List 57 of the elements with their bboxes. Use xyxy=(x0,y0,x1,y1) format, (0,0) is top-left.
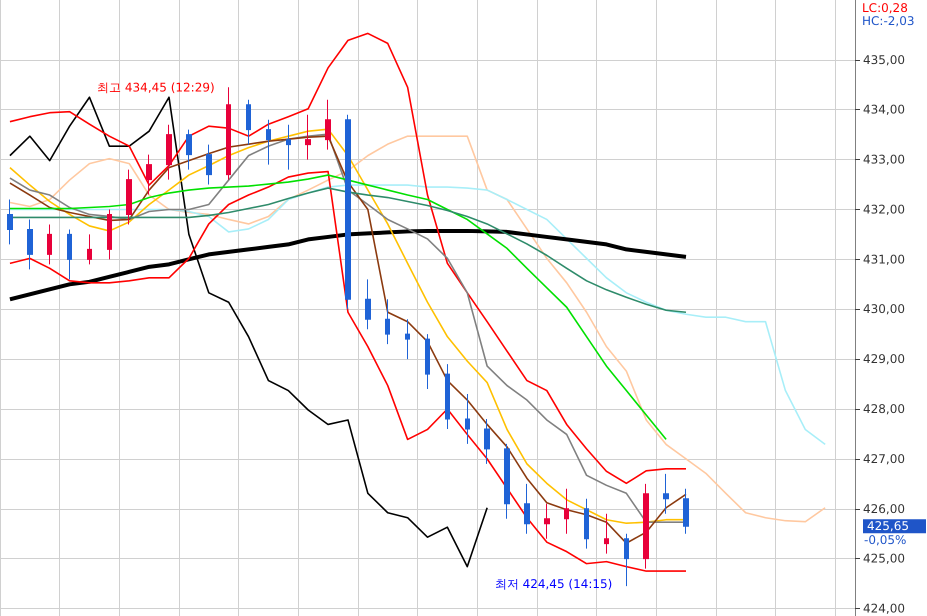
candlestick xyxy=(584,498,589,550)
candlestick xyxy=(266,119,271,166)
candlestick xyxy=(226,86,231,180)
annotation: 최저 424,45 (14:15) xyxy=(494,577,612,592)
candlestick xyxy=(683,488,689,534)
candlestick xyxy=(305,114,311,160)
candlestick xyxy=(524,483,530,534)
y-tick-label: 426,00 xyxy=(863,502,905,516)
candlestick xyxy=(445,364,450,430)
candlestick xyxy=(405,318,410,360)
candlestick xyxy=(7,199,13,245)
candlestick xyxy=(504,443,510,520)
candlestick xyxy=(484,418,490,464)
line-series xyxy=(9,135,826,523)
candlestick xyxy=(604,513,609,554)
y-tick-label: 427,00 xyxy=(863,452,905,466)
y-tick-label: 428,00 xyxy=(863,402,905,416)
text: 425,65 xyxy=(867,519,909,534)
line-series xyxy=(9,32,687,484)
candlestick xyxy=(246,99,251,146)
candlestick xyxy=(465,394,470,444)
candlestick xyxy=(345,114,351,310)
candlestick xyxy=(286,124,291,170)
text: LC:0,28 xyxy=(862,1,908,15)
candlestick xyxy=(325,99,331,150)
candlestick xyxy=(385,298,390,345)
candlestick xyxy=(624,533,629,587)
y-tick-label: 431,00 xyxy=(863,252,905,266)
candlestick xyxy=(47,224,52,265)
candlestick xyxy=(107,208,112,260)
y-tick-label: 435,00 xyxy=(863,52,905,67)
candlestick xyxy=(206,144,212,186)
line-series xyxy=(9,184,826,446)
y-tick-label: 424,00 xyxy=(863,602,905,616)
candlestick xyxy=(146,154,152,196)
text: HC:-2,03 xyxy=(862,14,914,28)
candlestick xyxy=(27,218,33,270)
line-series xyxy=(9,174,667,440)
y-tick-label: 425,00 xyxy=(863,552,905,566)
candlestick xyxy=(564,488,569,534)
candlestick xyxy=(643,483,649,570)
y-tick-label: 434,00 xyxy=(863,102,905,117)
text: -0,05% xyxy=(864,533,906,548)
y-tick-label: 433,00 xyxy=(863,152,905,167)
candlestick xyxy=(365,278,371,330)
annotation: 최고 434,45 (12:29) xyxy=(97,80,215,94)
y-tick-label: 432,00 xyxy=(863,202,905,216)
candlestick xyxy=(544,503,550,540)
candlestick xyxy=(67,228,72,280)
candlestick xyxy=(186,129,192,170)
candlestick xyxy=(166,124,172,180)
candlestick xyxy=(663,473,669,514)
candlestick xyxy=(425,334,430,390)
candlestick xyxy=(87,234,92,265)
y-tick-label: 430,00 xyxy=(863,302,905,316)
y-tick-label: 429,00 xyxy=(863,352,905,366)
candlestick xyxy=(126,169,132,225)
